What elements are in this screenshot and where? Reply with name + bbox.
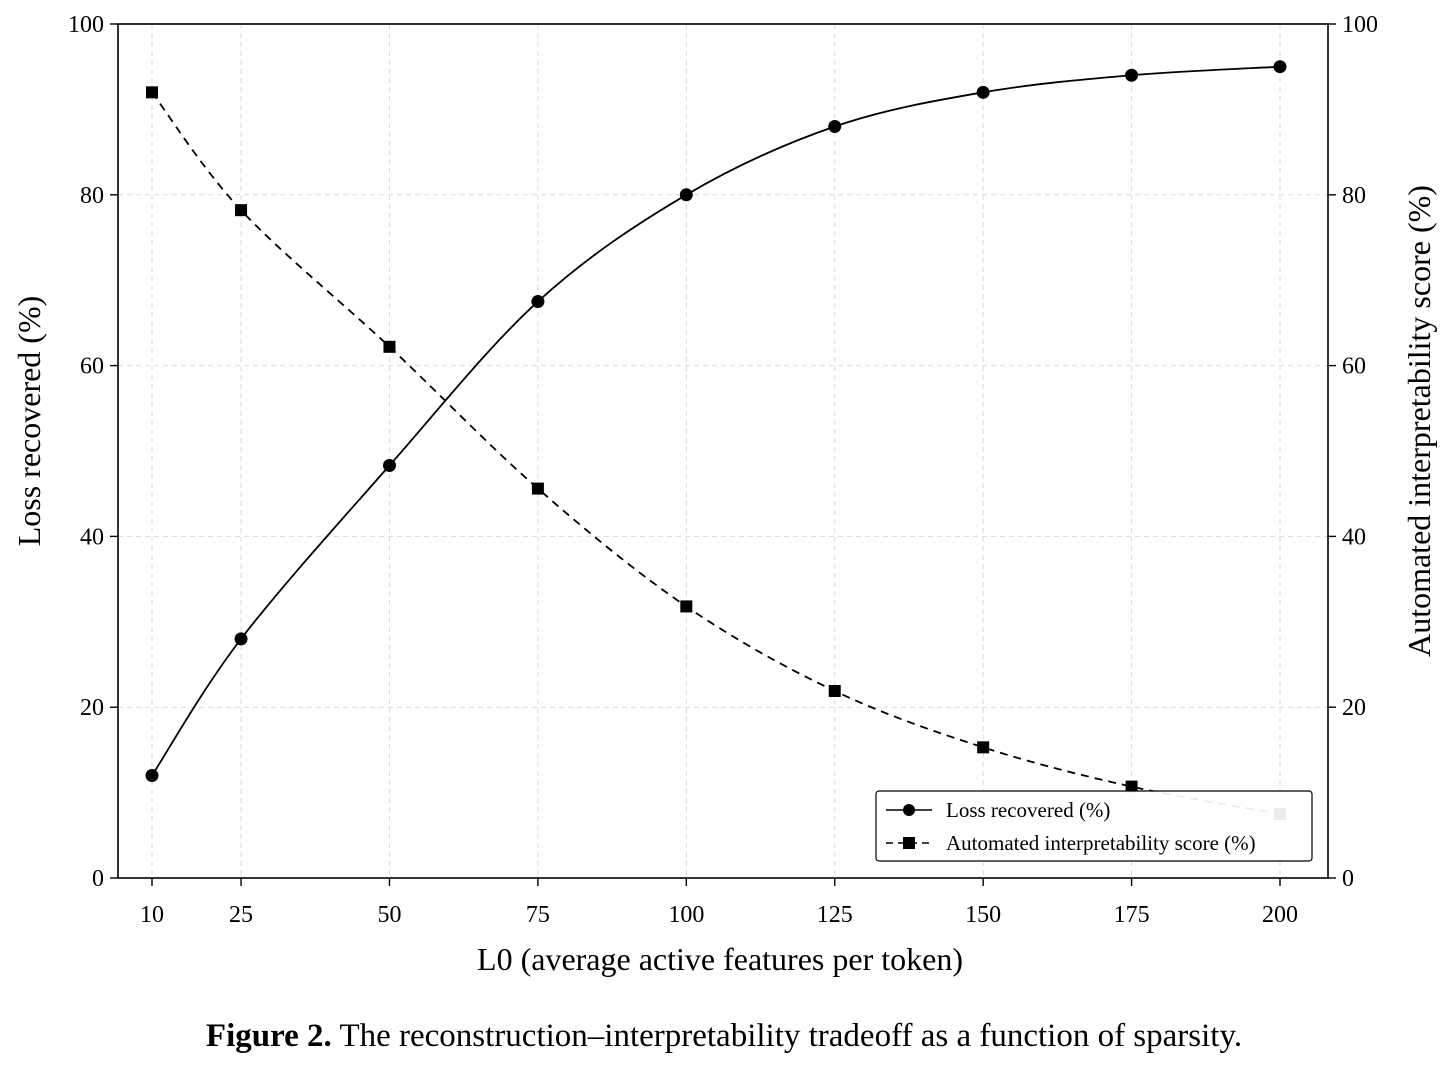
data-point-circle bbox=[382, 459, 396, 473]
data-point-square bbox=[828, 684, 841, 697]
y-tick-label-right: 100 bbox=[1342, 12, 1378, 38]
y-tick-label-left: 40 bbox=[80, 524, 104, 550]
data-point-circle bbox=[145, 769, 159, 783]
x-tick-label: 100 bbox=[668, 902, 704, 928]
x-tick-label: 75 bbox=[526, 902, 550, 928]
legend-box bbox=[875, 790, 1313, 862]
data-point-square bbox=[977, 741, 990, 754]
x-tick-label: 150 bbox=[965, 902, 1001, 928]
y-tick-label-left: 80 bbox=[80, 183, 104, 209]
x-tick-label: 50 bbox=[377, 902, 401, 928]
y-axis-label-left: Loss recovered (%) bbox=[11, 296, 47, 547]
y-tick-label-left: 0 bbox=[92, 866, 104, 892]
figure-caption: Figure 2. The reconstruction–interpretab… bbox=[0, 1018, 1448, 1055]
y-tick-label-left: 60 bbox=[80, 354, 104, 380]
series-layer bbox=[145, 60, 1287, 820]
x-tick-label: 10 bbox=[140, 902, 164, 928]
x-tick-label: 25 bbox=[229, 902, 253, 928]
data-point-square bbox=[146, 86, 158, 99]
ticks: 10 25 50 75 100 125 150 175 200 0 0 20 20 40 40 60 60 80 8… bbox=[68, 12, 1378, 928]
data-point-circle bbox=[828, 119, 842, 133]
chart-area: 10 25 50 75 100 125 150 175 200 0 0 20 20 40 40 60 60 80 8… bbox=[11, 12, 1437, 977]
y-tick-label-right: 60 bbox=[1342, 354, 1366, 380]
caption-label: Figure 2. bbox=[205, 1018, 332, 1054]
y-axis-label-right: Automated interpretability score (%) bbox=[1401, 185, 1437, 657]
x-tick-label: 125 bbox=[817, 902, 853, 928]
data-point-square bbox=[531, 482, 544, 495]
grid bbox=[118, 24, 1328, 878]
data-point-square bbox=[680, 600, 693, 613]
data-point-circle bbox=[531, 295, 545, 309]
plot-frame bbox=[117, 23, 1329, 879]
x-axis-label: L0 (average active features per token) bbox=[477, 941, 963, 977]
data-point-square bbox=[1125, 780, 1138, 793]
data-point-square bbox=[235, 204, 248, 217]
series-line-0 bbox=[151, 65, 1281, 777]
y-tick-label-right: 80 bbox=[1342, 183, 1366, 209]
data-point-circle bbox=[976, 85, 990, 99]
legend-marker-loss bbox=[903, 804, 915, 816]
data-point-circle bbox=[1273, 60, 1287, 74]
y-tick-label-left: 20 bbox=[80, 695, 104, 721]
legend-marker-interp bbox=[903, 837, 915, 849]
x-tick-label: 175 bbox=[1114, 902, 1150, 928]
y-tick-label-right: 20 bbox=[1342, 695, 1366, 721]
legend-label-interp: Automated interpretability score (%) bbox=[946, 831, 1256, 855]
x-tick-label: 200 bbox=[1262, 902, 1298, 928]
y-tick-label-right: 40 bbox=[1342, 524, 1366, 550]
data-point-square bbox=[383, 340, 396, 353]
caption-text: The reconstruction–interpretability trad… bbox=[339, 1018, 1243, 1054]
y-tick-label-right: 0 bbox=[1342, 866, 1354, 892]
data-point-circle bbox=[1125, 68, 1139, 82]
y-tick-label-left: 100 bbox=[68, 12, 104, 38]
data-point-circle bbox=[679, 188, 693, 202]
legend-label-loss: Loss recovered (%) bbox=[946, 798, 1110, 822]
series-line-1 bbox=[151, 91, 1281, 815]
legend: Loss recovered (%) Automated interpretab… bbox=[875, 790, 1313, 862]
data-point-circle bbox=[234, 632, 248, 646]
